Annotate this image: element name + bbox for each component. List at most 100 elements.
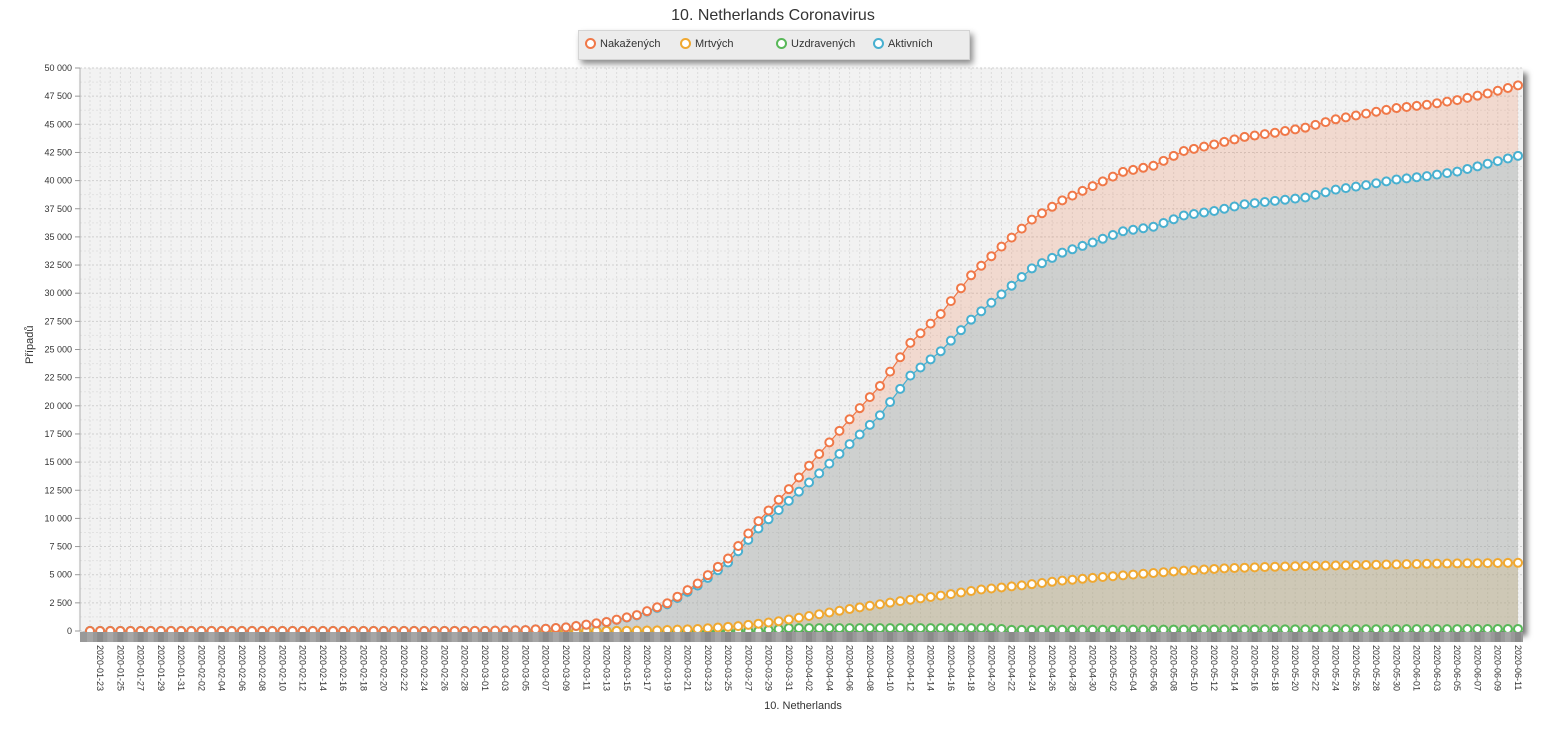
x-tick-mark [471, 632, 478, 642]
x-tick-mark [1039, 632, 1045, 642]
data-point-infected [702, 570, 713, 581]
x-tick-mark [1403, 632, 1410, 642]
x-tick-mark [978, 632, 985, 642]
data-point-active [1087, 237, 1098, 248]
x-tick-label: 2020-04-10 [885, 645, 895, 691]
data-point-infected [864, 392, 875, 403]
data-point-infected [834, 425, 845, 436]
x-tick-mark [1059, 632, 1066, 642]
data-point-deaths [743, 619, 754, 630]
data-point-infected [1502, 83, 1513, 94]
x-tick-label: 2020-03-25 [723, 645, 733, 691]
x-tick-label: 2020-04-08 [865, 645, 875, 691]
x-tick-mark [431, 632, 438, 642]
data-point-active [1239, 199, 1250, 210]
data-point-infected [793, 472, 804, 483]
data-point-deaths [1118, 570, 1129, 581]
x-tick-label: 2020-05-06 [1148, 645, 1158, 691]
data-point-recovered [804, 623, 815, 634]
x-tick-label: 2020-02-14 [318, 645, 328, 691]
data-point-deaths [753, 618, 764, 629]
data-point-infected [712, 561, 723, 572]
x-tick-label: 2020-02-22 [399, 645, 409, 691]
x-tick-label: 2020-05-04 [1128, 645, 1138, 691]
x-tick-label: 2020-05-10 [1189, 645, 1199, 691]
x-tick-label: 2020-03-27 [743, 645, 753, 691]
x-tick-mark [704, 632, 711, 642]
data-point-recovered [1513, 623, 1523, 634]
data-point-deaths [1016, 580, 1027, 591]
x-tick-mark [1464, 632, 1471, 642]
x-tick-mark [1383, 632, 1390, 642]
x-tick-label: 2020-04-02 [804, 645, 814, 691]
x-tick-label: 2020-03-31 [784, 645, 794, 691]
data-point-deaths [1431, 558, 1442, 569]
x-tick-mark [654, 632, 661, 642]
data-point-infected [1037, 208, 1047, 219]
x-tick-mark [1241, 632, 1248, 642]
data-point-active [1381, 176, 1392, 187]
data-point-active [804, 477, 815, 488]
data-point-active [874, 410, 885, 421]
x-tick-label: 2020-04-06 [845, 645, 855, 691]
x-tick-mark [785, 632, 792, 642]
data-point-active [1168, 214, 1179, 225]
data-point-active [1209, 206, 1220, 216]
x-tick-mark [694, 632, 701, 642]
data-point-recovered [986, 623, 997, 634]
legend-item-active[interactable]: Aktivních [873, 38, 933, 50]
data-point-active [1513, 150, 1523, 161]
x-tick-mark [745, 632, 752, 642]
data-point-deaths [915, 593, 926, 604]
data-point-infected [1381, 104, 1392, 115]
x-tick-mark [1494, 632, 1501, 642]
legend-marker-infected [585, 38, 596, 49]
x-tick-mark [937, 632, 944, 642]
data-point-deaths [1219, 563, 1230, 574]
x-tick-mark [1221, 632, 1228, 642]
x-tick-label: 2020-05-16 [1250, 645, 1260, 691]
data-point-infected [783, 484, 794, 495]
data-point-infected [1340, 112, 1351, 123]
legend-item-deaths[interactable]: Mrtvých [680, 38, 734, 50]
x-tick-mark [441, 632, 448, 642]
data-point-infected [682, 585, 693, 596]
x-tick-mark [168, 632, 175, 642]
x-tick-mark [1373, 632, 1380, 642]
x-tick-mark [137, 632, 144, 642]
data-point-active [844, 439, 855, 450]
data-point-infected [631, 610, 642, 621]
data-point-infected [1239, 131, 1250, 142]
x-tick-mark [846, 632, 853, 642]
x-tick-mark [238, 632, 245, 642]
data-point-infected [935, 309, 946, 319]
data-point-infected [743, 528, 754, 539]
legend-item-infected[interactable]: Nakažených [585, 38, 661, 50]
x-tick-label: 2020-04-24 [1027, 645, 1037, 691]
data-point-active [1229, 201, 1240, 212]
data-point-active [1290, 193, 1301, 204]
x-tick-mark [998, 632, 1005, 642]
data-point-deaths [1158, 567, 1169, 578]
y-tick-label: 50 000 [44, 63, 72, 73]
x-tick-mark [1515, 632, 1521, 642]
x-tick-mark [1120, 632, 1127, 642]
data-point-infected [652, 602, 663, 613]
x-tick-label: 2020-04-30 [1088, 645, 1098, 691]
data-point-deaths [1199, 564, 1210, 575]
x-tick-mark [765, 632, 772, 642]
legend-label-active: Aktivních [888, 38, 933, 50]
x-tick-mark [147, 632, 154, 642]
data-point-deaths [834, 605, 845, 616]
x-tick-label: 2020-04-26 [1047, 645, 1057, 691]
legend-item-recovered[interactable]: Uzdravených [776, 38, 855, 50]
x-tick-label: 2020-03-01 [480, 645, 490, 691]
data-point-infected [1310, 119, 1321, 130]
x-tick-mark [1170, 632, 1177, 642]
data-point-infected [885, 366, 896, 377]
x-tick-mark [583, 632, 590, 642]
x-tick-mark [309, 632, 316, 642]
x-tick-label: 2020-06-09 [1493, 645, 1503, 691]
data-point-active [763, 514, 774, 525]
x-tick-mark [1099, 632, 1106, 642]
